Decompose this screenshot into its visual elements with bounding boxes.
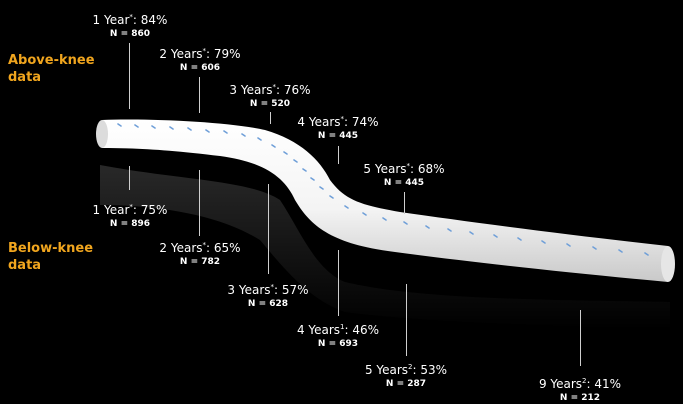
above-leader-4yr	[338, 146, 339, 164]
above-leader-2yr	[199, 77, 200, 113]
above-callout-5yr: 5 Years*: 68% N = 445	[363, 162, 445, 188]
above-callout-3yr: 3 Years*: 76% N = 520	[229, 83, 311, 109]
tube-reflection	[100, 165, 670, 330]
below-leader-9yr	[580, 310, 581, 366]
below-leader-4yr	[338, 250, 339, 316]
below-callout-4yr: 4 Years1: 46% N = 693	[296, 323, 380, 349]
below-leader-2yr	[199, 170, 200, 236]
above-callout-4yr: 4 Years*: 74% N = 445	[297, 115, 379, 141]
above-callout-1yr: 1 Year*: 84% N = 860	[92, 13, 168, 39]
below-knee-label: Below-knee data	[8, 241, 94, 273]
tube-left-opening	[96, 120, 108, 148]
above-callout-2yr: 2 Years*: 79% N = 606	[159, 47, 241, 73]
above-leader-1yr	[129, 43, 130, 109]
tube-body	[102, 119, 668, 283]
tube-stripes	[117, 123, 649, 256]
below-leader-3yr	[268, 184, 269, 274]
below-leader-1yr	[129, 166, 130, 190]
above-leader-3yr	[270, 112, 271, 124]
below-callout-2yr: 2 Years*: 65% N = 782	[159, 241, 241, 267]
below-callout-1yr: 1 Year*: 75% N = 896	[92, 203, 168, 229]
below-callout-5yr: 5 Years2: 53% N = 287	[364, 363, 448, 389]
tube-right-opening	[661, 246, 675, 282]
above-leader-5yr	[404, 192, 405, 214]
below-leader-5yr	[406, 284, 407, 356]
below-callout-9yr: 9 Years2: 41% N = 212	[538, 377, 622, 403]
above-knee-label: Above-knee data	[8, 53, 95, 85]
below-callout-3yr: 3 Years*: 57% N = 628	[227, 283, 309, 309]
